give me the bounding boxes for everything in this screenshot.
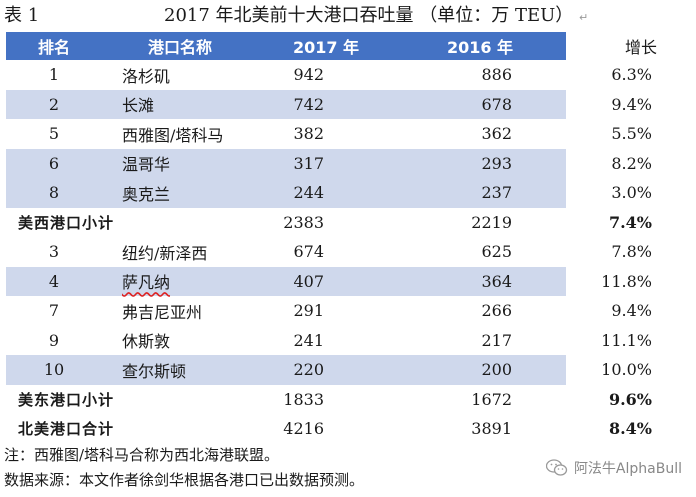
value-2017-cell: 407	[258, 266, 394, 296]
east-subtotal-row: 美东港口小计 1833 1672 9.6%	[6, 385, 696, 415]
value-2016-cell: 2219	[471, 212, 512, 232]
value-2017-cell: 1833	[283, 389, 324, 409]
table-title-text: 2017 年北美前十大港口吞吐量 （单位：万 TEU）	[164, 5, 574, 26]
growth-cell: 5.5%	[611, 124, 652, 144]
value-2016-cell: 625	[481, 242, 512, 262]
header-2017: 2017 年	[258, 32, 394, 60]
port-name: 萨凡纳	[122, 273, 171, 293]
value-2016-cell: 237	[394, 178, 566, 208]
port-cell: 长滩	[102, 89, 258, 119]
value-2016-cell: 200	[394, 355, 566, 385]
growth-cell: 8.4%	[608, 419, 652, 439]
rank-cell: 3	[48, 242, 60, 262]
growth-cell: 9.6%	[608, 389, 652, 409]
growth-cell: 3.0%	[611, 183, 652, 203]
growth-cell: 11.8%	[601, 271, 652, 291]
growth-cell: 7.4%	[608, 212, 652, 232]
footnote: 注：西雅图/塔科马合称为西北海港联盟。	[4, 446, 280, 464]
rank-cell: 10	[6, 355, 102, 385]
value-2017-cell: 291	[293, 301, 324, 321]
port-cell: 西雅图/塔科马	[122, 125, 224, 145]
value-2016-cell: 3891	[471, 419, 512, 439]
growth-cell: 6.3%	[611, 65, 652, 85]
table-row: 7 弗吉尼亚州 291 266 9.4%	[6, 296, 696, 326]
table-row: 8 奥克兰 244 237 3.0%	[6, 178, 696, 208]
wechat-icon	[545, 459, 568, 476]
header-rank: 排名	[6, 32, 102, 60]
port-cell: 休斯敦	[122, 332, 171, 352]
subtotal-label: 美西港口小计	[18, 213, 115, 232]
table-row: 3 纽约/新泽西 674 625 7.8%	[6, 237, 696, 267]
port-cell: 萨凡纳	[102, 266, 258, 296]
table-row: 5 西雅图/塔科马 382 362 5.5%	[6, 119, 696, 149]
table-caption: 表 1 2017 年北美前十大港口吞吐量 （单位：万 TEU） ↵	[0, 4, 696, 28]
port-cell: 弗吉尼亚州	[122, 302, 203, 322]
port-throughput-table: 排名 港口名称 2017 年 2016 年 增长 1 洛杉矶 942 886 6…	[6, 32, 696, 444]
value-2016-cell: 266	[481, 301, 512, 321]
rank-cell: 6	[6, 148, 102, 178]
value-2016-cell: 1672	[471, 389, 512, 409]
value-2017-cell: 2383	[283, 212, 324, 232]
value-2016-cell: 362	[481, 124, 512, 144]
port-cell: 查尔斯顿	[102, 355, 258, 385]
value-2017-cell: 382	[293, 124, 324, 144]
watermark-text: 阿法牛AlphaBull	[573, 461, 682, 477]
port-cell: 奥克兰	[102, 178, 258, 208]
rank-cell: 1	[48, 65, 60, 85]
total-label: 北美港口合计	[18, 420, 115, 439]
value-2017-cell: 241	[293, 330, 324, 350]
growth-cell: 11.1%	[601, 330, 652, 350]
value-2016-cell: 886	[481, 65, 512, 85]
rank-cell: 4	[6, 266, 102, 296]
total-row: 北美港口合计 4216 3891 8.4%	[6, 414, 696, 444]
rank-cell: 8	[6, 178, 102, 208]
growth-cell: 9.4%	[611, 301, 652, 321]
table-row: 1 洛杉矶 942 886 6.3%	[6, 60, 696, 90]
table-row: 6 温哥华 317 293 8.2%	[6, 148, 696, 178]
value-2017-cell: 674	[293, 242, 324, 262]
table-row: 10 查尔斯顿 220 200 10.0%	[6, 355, 696, 385]
value-2017-cell: 942	[293, 65, 324, 85]
return-mark-icon: ↵	[579, 11, 589, 24]
table-row: 9 休斯敦 241 217 11.1%	[6, 326, 696, 356]
value-2016-cell: 678	[394, 89, 566, 119]
rank-cell: 9	[48, 330, 60, 350]
value-2017-cell: 742	[258, 89, 394, 119]
table-number: 表 1	[4, 5, 40, 26]
table-row: 4 萨凡纳 407 364 11.8%	[6, 266, 696, 296]
value-2017-cell: 244	[258, 178, 394, 208]
header-port: 港口名称	[102, 32, 258, 60]
growth-cell: 7.8%	[611, 242, 652, 262]
header-2016: 2016 年	[394, 32, 566, 60]
subtotal-label: 美东港口小计	[18, 390, 115, 409]
table-title: 2017 年北美前十大港口吞吐量 （单位：万 TEU） ↵	[164, 4, 588, 30]
port-cell: 温哥华	[102, 148, 258, 178]
port-cell: 洛杉矶	[122, 66, 171, 86]
rank-cell: 2	[6, 89, 102, 119]
rank-cell: 7	[48, 301, 60, 321]
growth-cell: 9.4%	[611, 94, 652, 114]
value-2016-cell: 364	[394, 266, 566, 296]
value-2016-cell: 293	[394, 148, 566, 178]
table-row: 2 长滩 742 678 9.4%	[6, 89, 696, 119]
table-header-row: 排名 港口名称 2017 年 2016 年 增长	[6, 32, 696, 60]
watermark: 阿法牛AlphaBull	[545, 458, 682, 478]
header-growth: 增长	[624, 38, 657, 57]
data-source-note: 数据来源：本文作者徐剑华根据各港口已出数据预测。	[4, 471, 365, 489]
rank-cell: 5	[48, 124, 60, 144]
port-cell: 纽约/新泽西	[122, 243, 208, 263]
value-2016-cell: 217	[481, 330, 512, 350]
value-2017-cell: 317	[258, 148, 394, 178]
value-2017-cell: 4216	[283, 419, 324, 439]
header-port-label: 港口名称	[147, 38, 212, 57]
growth-cell: 8.2%	[611, 153, 652, 173]
value-2017-cell: 220	[258, 355, 394, 385]
growth-cell: 10.0%	[601, 360, 652, 380]
west-subtotal-row: 美西港口小计 2383 2219 7.4%	[6, 208, 696, 238]
